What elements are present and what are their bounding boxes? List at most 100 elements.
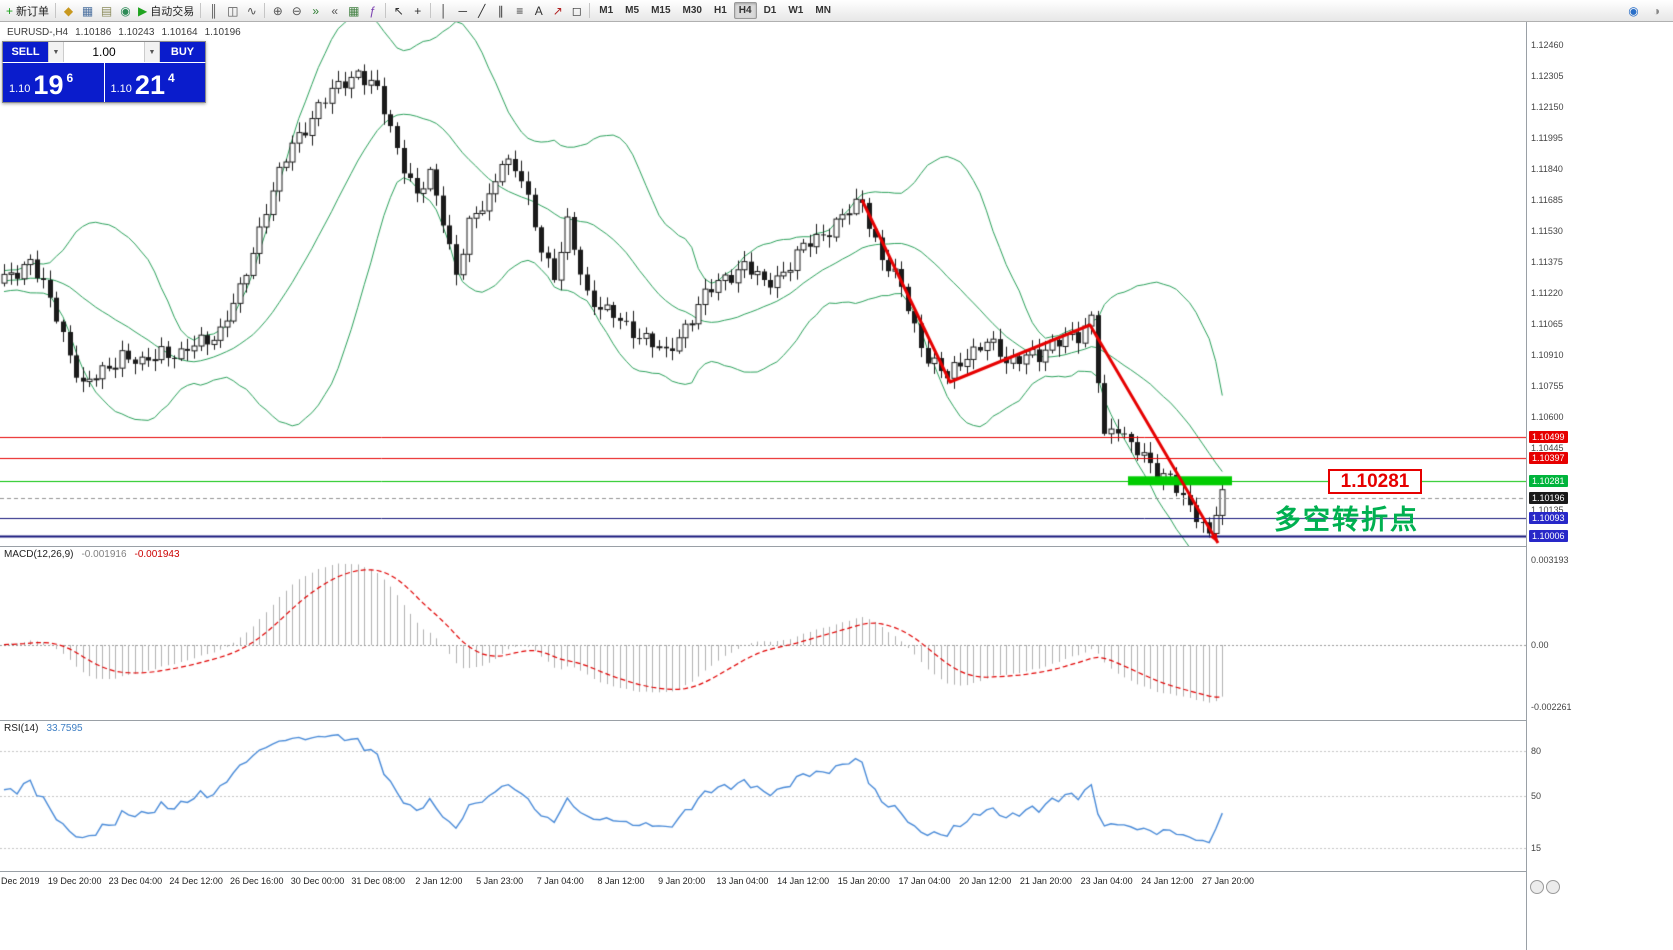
- price-axis-tick: 1.10910: [1531, 350, 1564, 360]
- zoom-out-icon: ⊖: [291, 3, 302, 18]
- shapes-button[interactable]: ◻: [567, 1, 586, 20]
- new-order-button[interactable]: + 新订单: [3, 1, 52, 20]
- cursor-icon: ↖: [393, 3, 404, 18]
- chart-header: EURUSD-,H4 1.10186 1.10243 1.10164 1.101…: [7, 27, 241, 38]
- price-level-label: 1.10397: [1529, 451, 1568, 464]
- sell-price-pips: 19: [33, 70, 64, 101]
- price-chart-canvas[interactable]: [0, 22, 1526, 546]
- panel-separator[interactable]: [0, 720, 1673, 721]
- time-axis-label: 20 Jan 12:00: [959, 876, 1012, 886]
- sell-price-point: 6: [66, 71, 74, 85]
- zoom-in-button[interactable]: ⊕: [268, 1, 287, 20]
- candlestick-button[interactable]: ◫: [223, 1, 242, 20]
- new-order-icon: +: [6, 3, 14, 18]
- corner-icon-1[interactable]: [1530, 880, 1544, 894]
- time-axis-label: 23 Dec 04:00: [108, 876, 163, 886]
- trendline-button[interactable]: ╱: [472, 1, 491, 20]
- turning-point-label[interactable]: 多空转折点: [1274, 505, 1419, 535]
- buy-button[interactable]: BUY: [160, 42, 205, 62]
- timeframe-button-h4[interactable]: H4: [733, 2, 757, 19]
- autotrading-play-icon: ▶: [138, 3, 148, 18]
- timeframe-button-mn[interactable]: MN: [810, 2, 836, 19]
- vertical-line-icon: │: [440, 3, 448, 18]
- horizontal-line-icon: ─: [458, 3, 467, 18]
- grid-icon: ▦: [348, 3, 360, 18]
- autotrading-button[interactable]: ▶ 自动交易: [135, 1, 197, 20]
- rsi-canvas[interactable]: [0, 721, 1526, 871]
- lot-dropdown-right-button[interactable]: ▼: [144, 42, 160, 62]
- price-axis-tick: 1.11685: [1531, 195, 1563, 205]
- time-axis-label: 19 Dec 20:00: [47, 876, 102, 886]
- time-axis-label: 8 Jan 12:00: [597, 876, 645, 886]
- buy-price-point: 4: [167, 71, 175, 85]
- panel-separator[interactable]: [0, 546, 1673, 547]
- buy-price-button[interactable]: 1.10 21 4: [104, 63, 205, 102]
- auto-scroll-button[interactable]: »: [306, 1, 325, 20]
- macd-signal-value: -0.001943: [134, 549, 180, 560]
- arrows-button[interactable]: ↗: [548, 1, 567, 20]
- chevron-down-icon: ▼: [148, 48, 156, 56]
- price-axis-tick: 1.12150: [1531, 102, 1564, 112]
- time-axis-label: 24 Jan 12:00: [1141, 876, 1194, 886]
- panel-separator[interactable]: [0, 871, 1673, 872]
- fibonacci-button[interactable]: ≡: [510, 1, 529, 20]
- refresh-button[interactable]: ◉: [116, 1, 135, 20]
- help-button[interactable]: ◑: [1647, 1, 1666, 20]
- time-axis-label: 23 Jan 04:00: [1080, 876, 1133, 886]
- community-icon: ◉: [1628, 3, 1639, 18]
- line-chart-icon: ∿: [246, 3, 257, 18]
- symbols-button[interactable]: ◆: [59, 1, 78, 20]
- time-axis-label: 2 Jan 12:00: [415, 876, 463, 886]
- crosshair-icon: +: [414, 3, 422, 18]
- new-chart-icon: ▦: [81, 3, 94, 18]
- sell-button[interactable]: SELL: [3, 42, 48, 62]
- price-axis-tick: 1.11530: [1531, 226, 1563, 236]
- timeframe-button-m5[interactable]: M5: [620, 2, 644, 19]
- horizontal-line-button[interactable]: ─: [453, 1, 472, 20]
- price-axis[interactable]: 1.12460 1.12305 1.12150 1.11995 1.11840 1.116…: [1526, 22, 1673, 950]
- chart-shift-button[interactable]: «: [325, 1, 344, 20]
- community-button[interactable]: ◉: [1624, 1, 1643, 20]
- line-chart-button[interactable]: ∿: [242, 1, 261, 20]
- autotrading-label: 自动交易: [150, 5, 195, 18]
- price-level-label: 1.10196: [1529, 491, 1568, 504]
- price-axis-tick: 1.11840: [1531, 164, 1563, 174]
- cursor-button[interactable]: ↖: [389, 1, 408, 20]
- time-axis[interactable]: 18 Dec 2019 19 Dec 20:00 23 Dec 04:00 24 De…: [0, 872, 1526, 894]
- timeframe-button-m15[interactable]: M15: [646, 2, 675, 19]
- lot-size-input[interactable]: 1.00: [64, 42, 144, 62]
- time-axis-label: 5 Jan 23:00: [476, 876, 524, 886]
- sell-price-button[interactable]: 1.10 19 6: [3, 63, 104, 102]
- grid-button[interactable]: ▦: [344, 1, 363, 20]
- price-axis-tick: 1.10135: [1531, 505, 1564, 515]
- timeframe-button-d1[interactable]: D1: [759, 2, 782, 19]
- channel-button[interactable]: ∥: [491, 1, 510, 20]
- text-button[interactable]: A: [529, 1, 548, 20]
- toolbar-separator: [200, 3, 202, 18]
- chart-shift-icon: «: [331, 3, 339, 18]
- bar-chart-button[interactable]: ║: [204, 1, 223, 20]
- indicators-button[interactable]: ƒ: [363, 1, 382, 20]
- vertical-line-button[interactable]: │: [434, 1, 453, 20]
- time-axis-label: 17 Jan 04:00: [898, 876, 951, 886]
- timeframe-button-h1[interactable]: H1: [709, 2, 732, 19]
- rsi-label: RSI(14): [4, 723, 39, 734]
- macd-canvas[interactable]: [0, 547, 1526, 720]
- crosshair-button[interactable]: +: [408, 1, 427, 20]
- macd-label: MACD(12,26,9): [4, 549, 74, 560]
- profiles-icon: ▤: [100, 3, 113, 18]
- timeframe-button-m30[interactable]: M30: [678, 2, 707, 19]
- price-callout-box[interactable]: 1.10281: [1328, 469, 1422, 494]
- refresh-icon: ◉: [120, 3, 131, 18]
- time-axis-label: 9 Jan 20:00: [658, 876, 706, 886]
- profiles-button[interactable]: ▤: [97, 1, 116, 20]
- corner-icon-2[interactable]: [1546, 880, 1560, 894]
- timeframe-button-w1[interactable]: W1: [783, 2, 808, 19]
- new-chart-button[interactable]: ▦: [78, 1, 97, 20]
- timeframe-button-m1[interactable]: M1: [594, 2, 618, 19]
- lot-dropdown-left-button[interactable]: ▼: [48, 42, 64, 62]
- time-axis-label: 18 Dec 2019: [0, 876, 40, 886]
- time-axis-label: 24 Dec 12:00: [169, 876, 223, 886]
- macd-axis-label: -0.002261: [1531, 702, 1572, 712]
- zoom-out-button[interactable]: ⊖: [287, 1, 306, 20]
